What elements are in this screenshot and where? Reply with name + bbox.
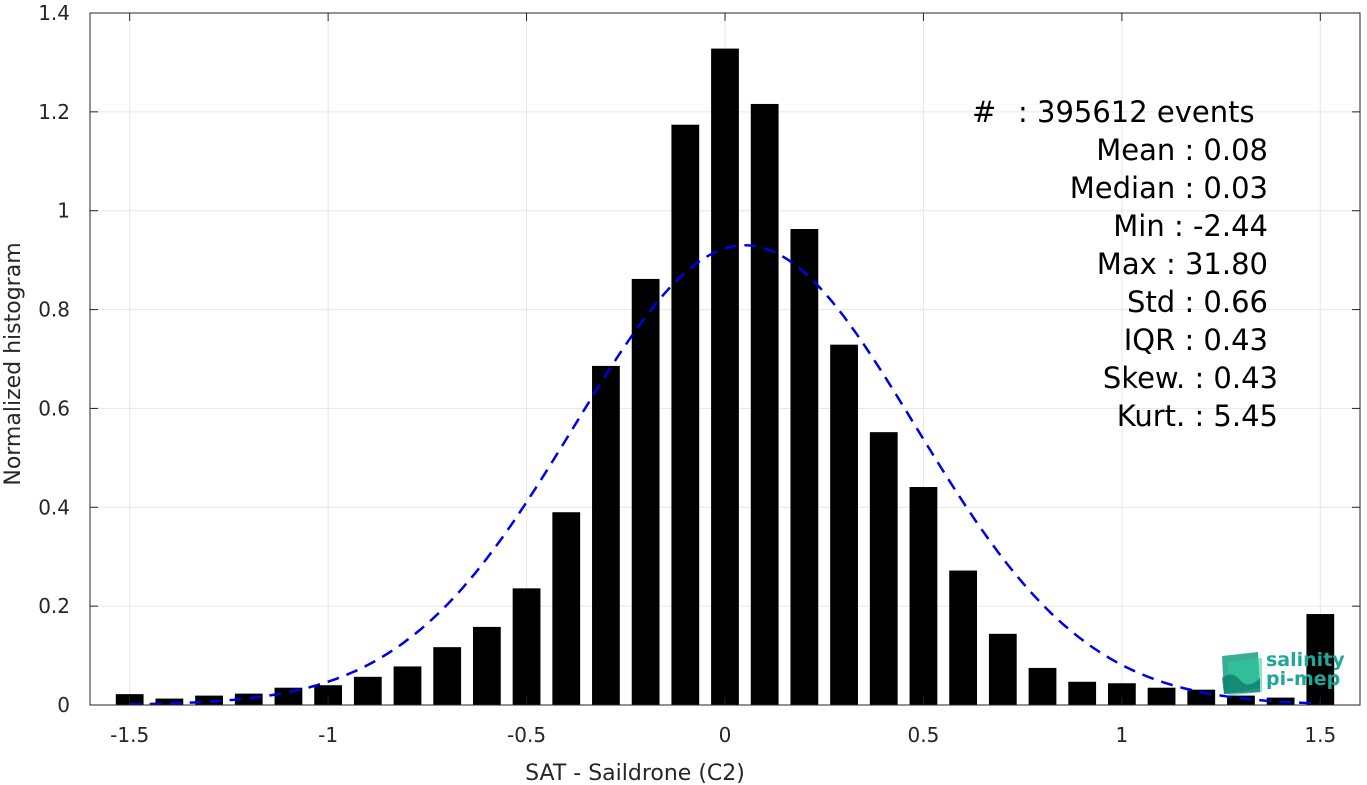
x-tick-label: -1 [318,723,338,747]
stat-mean: Mean : 0.08 [1096,133,1268,167]
histogram-bar [393,666,422,705]
x-tick-label: 1 [1116,723,1129,747]
stat-skew: Skew. : 0.43 [1102,361,1278,395]
y-tick-label: 1.2 [38,100,70,124]
histogram-bar [552,512,581,705]
y-tick-label: 0.6 [38,396,70,420]
histogram-bar [869,432,898,705]
x-tick-label: -1.5 [110,723,149,747]
y-tick-label: 0.4 [38,495,70,519]
x-tick-label: -0.5 [507,723,546,747]
salinity-pimep-logo: salinity pi-mep [1218,644,1348,700]
stats-panel: # : 395612 events Mean : 0.08 Median : 0… [930,95,1320,435]
histogram-bar [353,676,382,705]
histogram-bar [314,685,343,705]
histogram-bar [1068,681,1097,705]
histogram-bar [1147,687,1176,705]
logo-text-salinity: salinity [1266,649,1345,671]
y-axis-label: Normalized histogram [1,242,26,485]
histogram-bar [909,487,938,705]
histogram-bar [830,344,858,705]
histogram-bar [433,647,462,705]
histogram-bar [274,687,303,705]
x-tick-label: 0.5 [908,723,940,747]
logo-text-pimep: pi-mep [1266,668,1341,690]
histogram-bar [195,695,223,705]
y-tick-label: 0 [57,693,70,717]
histogram-bar [790,229,819,705]
histogram-bar [512,588,541,705]
histogram-bar [1227,695,1255,705]
y-tick-label: 1.4 [38,1,70,25]
y-tick-label: 1 [57,199,70,223]
histogram-bar [1107,683,1136,705]
stat-iqr: IQR : 0.43 [1123,323,1268,357]
histogram-bar [155,698,184,705]
gaussian-fit-line [129,244,1321,706]
histogram-bar [1306,614,1335,705]
histogram-bar [988,633,1017,705]
stat-std: Std : 0.66 [1127,285,1268,319]
histogram-bar [234,693,263,705]
stat-max: Max : 31.80 [1096,247,1268,281]
x-tick-label: 0 [719,723,732,747]
stat-min: Min : -2.44 [1113,209,1268,243]
salinity-logo-icon [1222,652,1262,696]
histogram-bar [631,278,660,705]
histogram-bar [949,570,978,705]
stat-kurt: Kurt. : 5.45 [1116,399,1278,433]
histogram-bar [472,626,501,705]
stat-events-value: : 395612 events [1018,95,1255,129]
histogram-bar [592,365,620,705]
stat-median: Median : 0.03 [1069,171,1268,205]
histogram-bar [671,124,700,706]
histogram-bar [750,103,779,706]
histogram-bar [1028,667,1057,705]
y-tick-label: 0.8 [38,298,70,322]
y-tick-label: 0.2 [38,594,70,618]
x-axis-label: SAT - Saildrone (C2) [525,761,745,785]
histogram-bar [711,48,739,706]
x-tick-label: 1.5 [1304,723,1336,747]
stat-events-label: # [972,95,997,129]
